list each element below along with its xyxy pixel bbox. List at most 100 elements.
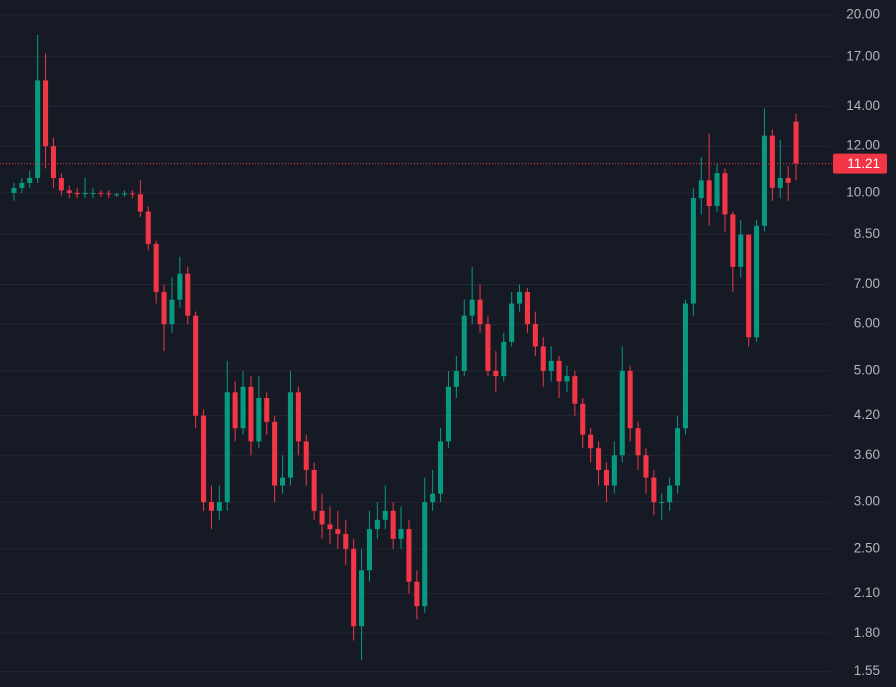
candle-body — [509, 303, 515, 342]
candle-body — [82, 192, 88, 195]
y-tick-label: 3.60 — [854, 447, 880, 462]
candle-body — [169, 299, 175, 325]
candle-body — [430, 493, 436, 503]
candle-body — [374, 519, 380, 530]
candle-body — [232, 392, 238, 429]
candle-body — [240, 386, 246, 429]
candle-body — [501, 341, 507, 377]
candle-body — [295, 392, 301, 442]
candle-body — [588, 434, 594, 449]
candle-body — [343, 533, 349, 549]
candle-body — [469, 299, 475, 316]
candle-body — [248, 386, 254, 442]
y-tick-label: 4.20 — [854, 407, 880, 422]
candle-body — [122, 193, 128, 195]
candle-body — [390, 510, 396, 539]
candle-body — [66, 190, 72, 193]
y-tick-label: 5.00 — [854, 362, 880, 377]
candle-body — [74, 192, 80, 195]
candle-body — [264, 397, 270, 422]
candle-body — [635, 428, 641, 456]
candle-body — [366, 529, 372, 571]
y-tick-label: 3.00 — [854, 494, 880, 509]
candle-body — [398, 529, 404, 539]
candle-body — [280, 477, 286, 486]
candle-body — [706, 180, 712, 207]
candle-body — [177, 273, 183, 300]
candle-body — [690, 198, 696, 304]
candle-body — [540, 346, 546, 371]
candle-body — [746, 234, 752, 338]
candle-body — [256, 397, 262, 442]
candle-body — [193, 315, 199, 416]
candle-body — [453, 370, 459, 387]
y-tick-label: 1.80 — [854, 625, 880, 640]
candle-body — [619, 370, 625, 456]
candle-body — [698, 180, 704, 199]
candle-body — [714, 173, 720, 207]
candle-body — [208, 502, 214, 511]
candle-body — [659, 502, 665, 504]
candle-body — [682, 303, 688, 429]
y-tick-label: 2.10 — [854, 585, 880, 600]
candle-body — [11, 187, 17, 193]
candle-body — [90, 192, 96, 194]
last-price-label: 11.21 — [847, 156, 880, 171]
candle-body — [761, 135, 767, 226]
candle-body — [216, 502, 222, 511]
candle-body — [359, 570, 365, 627]
candle-body — [438, 441, 444, 494]
candle-body — [382, 510, 388, 520]
candle-body — [564, 376, 570, 382]
candle-body — [730, 214, 736, 267]
y-tick-label: 2.50 — [854, 540, 880, 555]
y-tick-label: 20.00 — [846, 7, 880, 22]
candle-body — [477, 299, 483, 325]
candle-body — [406, 529, 412, 582]
candle-body — [548, 360, 554, 371]
candle-body — [596, 448, 602, 470]
candle-body — [272, 421, 278, 486]
candle-body — [627, 370, 633, 429]
candle-body — [137, 194, 143, 212]
last-price-badge — [833, 153, 887, 174]
candle-body — [532, 324, 538, 347]
candle-body — [556, 360, 562, 382]
candle-body — [201, 415, 207, 503]
candle-body — [461, 315, 467, 371]
candle-body — [667, 485, 673, 503]
candle-body — [98, 192, 104, 194]
y-tick-label: 17.00 — [846, 48, 880, 63]
candle-body — [311, 469, 317, 511]
candle-body — [43, 80, 49, 147]
candle-body — [651, 477, 657, 503]
candle-body — [445, 386, 451, 442]
y-tick-label: 7.00 — [854, 276, 880, 291]
candle-body — [50, 146, 56, 178]
candle-body — [153, 243, 159, 292]
candle-body — [145, 211, 151, 244]
candle-body — [517, 291, 523, 304]
candle-body — [327, 524, 333, 530]
candle-body — [785, 177, 791, 183]
y-tick-label: 10.00 — [846, 185, 880, 200]
y-tick-label: 8.50 — [854, 226, 880, 241]
candle-body — [572, 376, 578, 404]
candle-body — [161, 291, 167, 325]
y-tick-label: 14.00 — [846, 98, 880, 113]
candle-body — [422, 502, 428, 607]
candle-body — [777, 177, 783, 188]
candle-body — [722, 173, 728, 215]
candle-body — [303, 441, 309, 470]
candle-body — [524, 291, 530, 325]
candle-body — [27, 177, 33, 183]
candle-body — [185, 273, 191, 316]
candle-body — [106, 193, 112, 195]
candle-body — [611, 455, 617, 486]
candle-body — [319, 510, 325, 525]
candle-body — [35, 80, 41, 178]
candle-body — [335, 529, 341, 534]
candle-body — [769, 135, 775, 188]
